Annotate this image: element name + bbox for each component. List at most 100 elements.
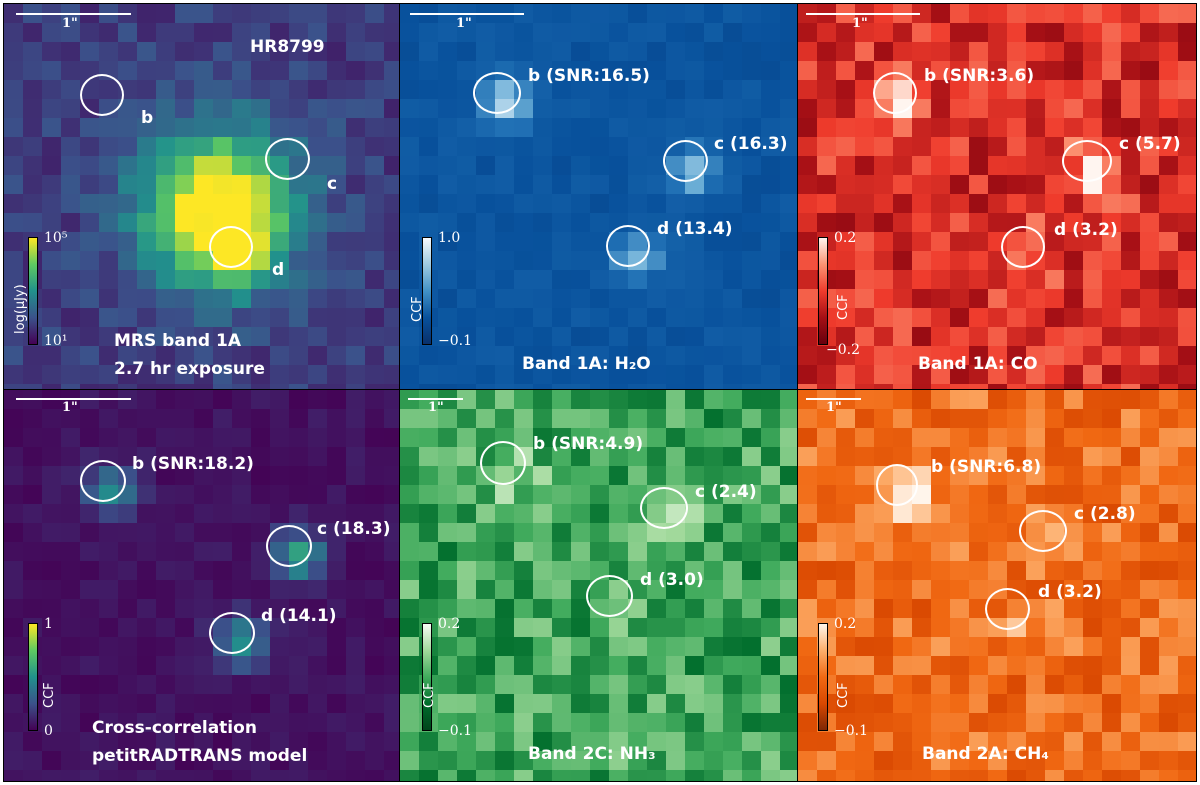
image-pixel: [1140, 118, 1160, 138]
image-pixel: [476, 770, 496, 781]
image-pixel: [495, 409, 515, 429]
image-pixel: [194, 137, 214, 157]
image-pixel: [931, 580, 951, 600]
image-pixel: [213, 580, 233, 600]
image-pixel: [251, 194, 271, 214]
image-pixel: [495, 542, 515, 562]
image-pixel: [742, 232, 762, 252]
image-pixel: [42, 137, 62, 157]
image-pixel: [213, 327, 233, 347]
image-pixel: [1121, 308, 1141, 328]
image-pixel: [23, 80, 43, 100]
image-pixel: [855, 656, 875, 676]
image-pixel: [836, 365, 856, 385]
image-pixel: [4, 713, 24, 733]
image-pixel: [1102, 4, 1122, 24]
image-pixel: [400, 447, 420, 467]
image-pixel: [400, 156, 420, 176]
image-pixel: [647, 542, 667, 562]
image-pixel: [1140, 99, 1160, 119]
image-pixel: [950, 61, 970, 81]
image-pixel: [61, 42, 81, 62]
image-pixel: [289, 447, 309, 467]
image-pixel: [571, 656, 591, 676]
image-pixel: [80, 732, 100, 752]
image-pixel: [893, 751, 913, 771]
image-pixel: [514, 23, 534, 43]
image-pixel: [780, 504, 798, 524]
image-pixel: [988, 23, 1008, 43]
image-pixel: [232, 308, 252, 328]
image-pixel: [1083, 390, 1103, 410]
image-pixel: [1064, 428, 1084, 448]
image-pixel: [384, 289, 400, 309]
image-pixel: [590, 346, 610, 366]
image-pixel: [533, 694, 553, 714]
image-pixel: [1064, 327, 1084, 347]
image-pixel: [855, 80, 875, 100]
image-pixel: [742, 523, 762, 543]
image-pixel: [855, 732, 875, 752]
image-pixel: [1140, 732, 1160, 752]
image-pixel: [533, 99, 553, 119]
image-pixel: [384, 770, 400, 781]
image-pixel: [327, 504, 347, 524]
image-pixel: [609, 618, 629, 638]
image-pixel: [175, 694, 195, 714]
image-pixel: [99, 770, 119, 781]
image-pixel: [931, 485, 951, 505]
panel-image: [4, 4, 400, 390]
image-pixel: [931, 599, 951, 619]
image-pixel: [761, 751, 781, 771]
image-pixel: [723, 118, 743, 138]
image-pixel: [99, 194, 119, 214]
image-pixel: [798, 409, 818, 429]
image-pixel: [308, 485, 328, 505]
image-pixel: [685, 308, 705, 328]
image-pixel: [590, 428, 610, 448]
image-pixel: [817, 770, 837, 781]
image-pixel: [1140, 447, 1160, 467]
image-pixel: [118, 99, 138, 119]
image-pixel: [685, 289, 705, 309]
image-pixel: [156, 504, 176, 524]
image-pixel: [817, 561, 837, 581]
image-pixel: [571, 561, 591, 581]
image-pixel: [419, 346, 439, 366]
image-pixel: [61, 289, 81, 309]
image-pixel: [213, 156, 233, 176]
image-pixel: [817, 751, 837, 771]
image-pixel: [761, 80, 781, 100]
panel-ch4: 1" b (SNR:6.8) c (2.8) d (3.2) 0.2 −0.1 …: [797, 389, 1197, 782]
image-pixel: [99, 523, 119, 543]
image-pixel: [61, 327, 81, 347]
image-pixel: [365, 675, 385, 695]
image-pixel: [552, 308, 572, 328]
image-pixel: [647, 390, 667, 410]
image-pixel: [950, 694, 970, 714]
image-pixel: [514, 504, 534, 524]
image-pixel: [836, 80, 856, 100]
image-pixel: [798, 213, 818, 233]
image-pixel: [533, 346, 553, 366]
image-pixel: [780, 523, 798, 543]
image-pixel: [213, 99, 233, 119]
image-pixel: [893, 504, 913, 524]
image-pixel: [194, 428, 214, 448]
image-pixel: [874, 599, 894, 619]
image-pixel: [969, 4, 989, 24]
image-pixel: [156, 466, 176, 486]
image-pixel: [270, 118, 290, 138]
image-pixel: [1007, 751, 1027, 771]
image-pixel: [723, 637, 743, 657]
image-pixel: [1102, 694, 1122, 714]
image-pixel: [80, 346, 100, 366]
image-pixel: [912, 251, 932, 271]
image-pixel: [912, 4, 932, 24]
image-pixel: [4, 61, 24, 81]
image-pixel: [552, 713, 572, 733]
image-pixel: [495, 561, 515, 581]
image-pixel: [1045, 327, 1065, 347]
image-pixel: [457, 365, 477, 385]
image-pixel: [23, 118, 43, 138]
